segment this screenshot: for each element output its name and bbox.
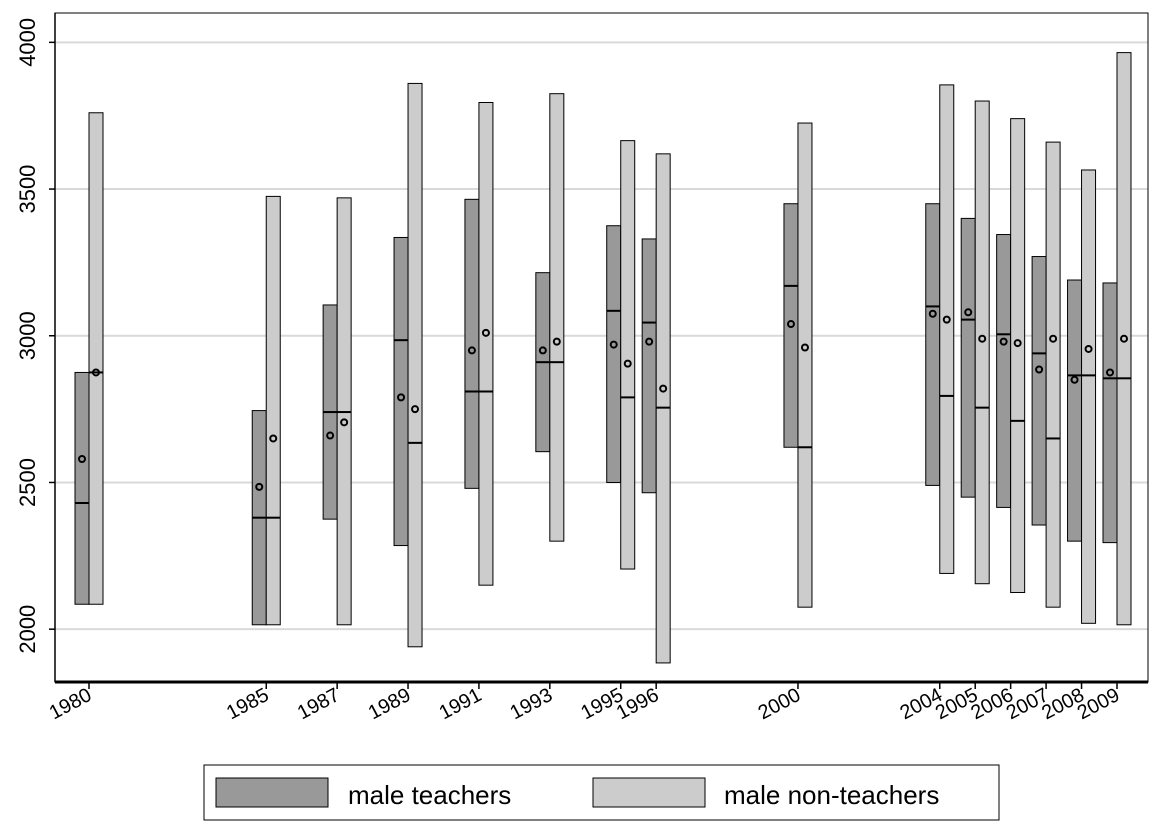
teachers-box-2005 bbox=[960, 217, 976, 498]
non-teachers-mean-2004 bbox=[942, 315, 951, 324]
non-teachers-box-1989 bbox=[407, 82, 423, 648]
non-teachers-mean-1985 bbox=[269, 434, 278, 443]
x-tick-label-1980: 1980 bbox=[46, 684, 96, 724]
teachers-box-2000 bbox=[783, 203, 799, 448]
non-teachers-box-1985 bbox=[265, 195, 281, 626]
y-tick-label: 3500 bbox=[15, 165, 40, 214]
non-teachers-mean-2000 bbox=[800, 343, 809, 352]
teachers-mean-2007 bbox=[1035, 365, 1044, 374]
non-teachers-mean-1996 bbox=[659, 384, 668, 393]
teachers-box-2007 bbox=[1031, 256, 1047, 526]
teachers-box-2009 bbox=[1102, 282, 1118, 544]
teachers-mean-2008 bbox=[1070, 375, 1079, 384]
non-teachers-mean-2007 bbox=[1049, 334, 1058, 343]
x-tick-label-1993: 1993 bbox=[507, 684, 557, 724]
teachers-mean-2004 bbox=[928, 309, 937, 318]
teachers-box-2008 bbox=[1067, 279, 1083, 542]
legend-label-teachers: male teachers bbox=[348, 780, 511, 810]
non-teachers-mean-1989 bbox=[411, 405, 420, 414]
teachers-mean-2006 bbox=[999, 337, 1008, 346]
non-teachers-box-1995 bbox=[620, 140, 636, 570]
non-teachers-box-2000 bbox=[797, 122, 813, 608]
teachers-mean-1995 bbox=[609, 340, 618, 349]
teachers-box-2004 bbox=[925, 203, 941, 486]
x-tick-label-1989: 1989 bbox=[365, 684, 415, 724]
teachers-mean-1993 bbox=[538, 346, 547, 355]
x-tick-label-1985: 1985 bbox=[223, 684, 273, 724]
non-teachers-box-1980 bbox=[88, 112, 104, 605]
x-tick-label-1987: 1987 bbox=[294, 684, 344, 724]
non-teachers-mean-2006 bbox=[1013, 339, 1022, 348]
y-tick-label: 2500 bbox=[15, 458, 40, 507]
non-teachers-mean-1993 bbox=[552, 337, 561, 346]
non-teachers-mean-2005 bbox=[978, 334, 987, 343]
y-tick-label: 2000 bbox=[15, 605, 40, 654]
teachers-box-1980 bbox=[74, 371, 90, 605]
teachers-box-1989 bbox=[393, 236, 409, 547]
teachers-box-1991 bbox=[464, 198, 480, 489]
teachers-mean-2005 bbox=[964, 308, 973, 317]
x-tick-label-2000: 2000 bbox=[755, 684, 805, 724]
non-teachers-box-2004 bbox=[939, 84, 955, 574]
x-tick-label-2009: 2009 bbox=[1074, 684, 1124, 724]
teachers-mean-1996 bbox=[645, 337, 654, 346]
non-teachers-mean-1991 bbox=[481, 328, 490, 337]
teachers-mean-1985 bbox=[255, 482, 264, 491]
teachers-mean-1987 bbox=[326, 431, 335, 440]
teachers-box-2006 bbox=[996, 234, 1012, 508]
teachers-mean-1991 bbox=[467, 346, 476, 355]
y-tick-label: 3000 bbox=[15, 311, 40, 360]
teachers-mean-2009 bbox=[1106, 368, 1114, 377]
teachers-mean-1980 bbox=[78, 455, 86, 463]
non-teachers-mean-2008 bbox=[1084, 344, 1093, 353]
non-teachers-box-1993 bbox=[549, 93, 565, 542]
non-teachers-box-1991 bbox=[478, 101, 494, 586]
x-tick-label-1996: 1996 bbox=[613, 684, 663, 724]
non-teachers-mean-2009 bbox=[1120, 334, 1128, 343]
legend-label-non-teachers: male non-teachers bbox=[724, 780, 939, 810]
non-teachers-box-2009 bbox=[1116, 52, 1132, 626]
non-teachers-mean-1980 bbox=[92, 368, 100, 377]
y-tick-label: 4000 bbox=[15, 18, 40, 67]
legend-swatch-teachers bbox=[215, 777, 329, 808]
teachers-mean-1989 bbox=[397, 393, 406, 402]
non-teachers-mean-1987 bbox=[340, 418, 349, 427]
legend-swatch-non-teachers bbox=[592, 777, 706, 808]
non-teachers-box-2006 bbox=[1010, 118, 1026, 594]
non-teachers-box-2008 bbox=[1081, 169, 1097, 624]
teachers-box-1996 bbox=[641, 238, 657, 494]
x-tick-label-1991: 1991 bbox=[436, 684, 486, 724]
non-teachers-box-2007 bbox=[1045, 141, 1061, 608]
teachers-box-1995 bbox=[606, 225, 622, 483]
teachers-mean-2000 bbox=[786, 320, 795, 329]
non-teachers-mean-1995 bbox=[623, 359, 632, 368]
